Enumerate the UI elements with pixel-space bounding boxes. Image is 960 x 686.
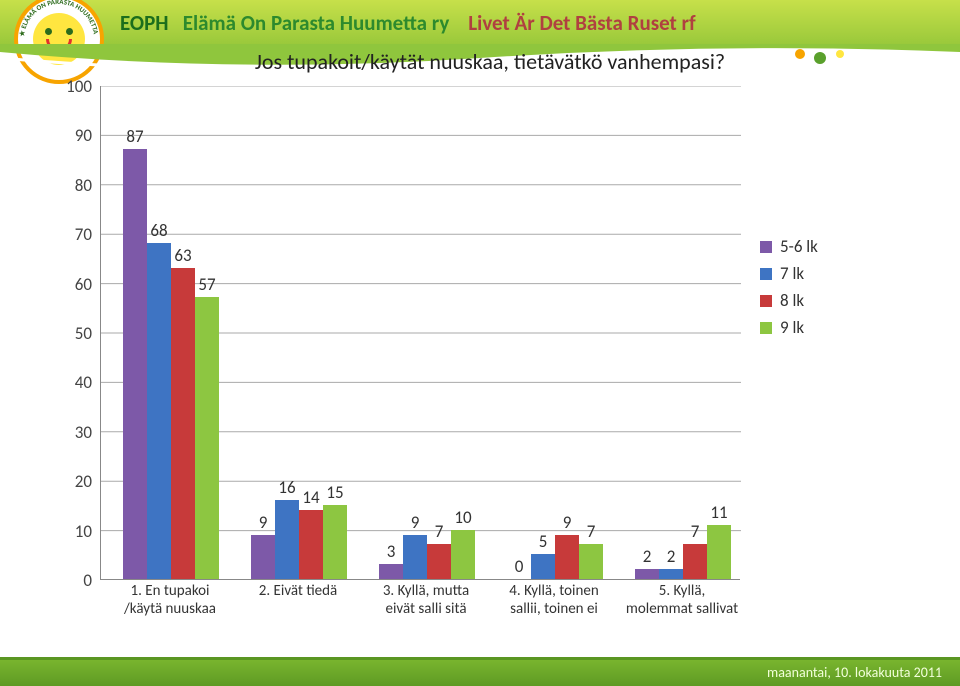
bar [379, 564, 403, 579]
legend-swatch [760, 322, 772, 334]
bar [635, 569, 659, 579]
category-label: 4. Kyllä, toinen sallii, toinen ei [496, 582, 612, 618]
logo-arc-text-icon: ★ ELÄMÄ ON PARASTA HUUMETTA ★ [14, 0, 104, 84]
legend-item: 9 lk [760, 317, 910, 338]
bar [251, 535, 275, 579]
bar [323, 505, 347, 579]
y-tick-label: 90 [40, 125, 92, 146]
bar-value-label: 63 [171, 245, 195, 266]
chart-title: Jos tupakoit/käytät nuuskaa, tietävätkö … [210, 48, 770, 75]
bar [427, 544, 451, 579]
bar [275, 500, 299, 579]
footer-band: maanantai, 10. lokakuuta 2011 [0, 660, 960, 686]
bar-value-label: 7 [683, 521, 707, 542]
y-tick-label: 60 [40, 274, 92, 295]
bar-value-label: 2 [659, 546, 683, 567]
y-tick-label: 40 [40, 372, 92, 393]
legend-swatch [760, 295, 772, 307]
y-tick-label: 30 [40, 422, 92, 443]
legend-label: 7 lk [780, 263, 804, 284]
bar-value-label: 9 [555, 512, 579, 533]
bar-value-label: 14 [299, 487, 323, 508]
category-label: 3. Kyllä, mutta eivät salli sitä [368, 582, 484, 618]
chart-plot-area: 87686357916141539710059722711 [100, 86, 740, 580]
bar [147, 243, 171, 579]
chart-legend: 5-6 lk 7 lk 8 lk 9 lk [760, 236, 910, 344]
bar-value-label: 7 [427, 521, 451, 542]
bar-value-label: 15 [323, 482, 347, 503]
header-band: ★ ELÄMÄ ON PARASTA HUUMETTA ★ EOPH Elämä… [0, 0, 960, 46]
y-tick-label: 20 [40, 471, 92, 492]
y-tick-label: 70 [40, 224, 92, 245]
bar-value-label: 10 [451, 507, 475, 528]
bar-value-label: 16 [275, 477, 299, 498]
y-tick-label: 10 [40, 521, 92, 542]
svg-text:★ ELÄMÄ ON PARASTA HUUMETTA ★: ★ ELÄMÄ ON PARASTA HUUMETTA ★ [14, 0, 101, 37]
y-tick-label: 80 [40, 175, 92, 196]
legend-label: 5-6 lk [780, 236, 818, 257]
bar-value-label: 3 [379, 541, 403, 562]
chart-container: Jos tupakoit/käytät nuuskaa, tietävätkö … [40, 76, 920, 636]
bar [555, 535, 579, 579]
bar [299, 510, 323, 579]
bar-value-label: 2 [635, 546, 659, 567]
bar-value-label: 87 [123, 126, 147, 147]
bar-value-label: 5 [531, 531, 555, 552]
legend-item: 5-6 lk [760, 236, 910, 257]
category-label: 1. En tupakoi /käytä nuuskaa [112, 582, 228, 618]
bar [403, 535, 427, 579]
bar-value-label: 9 [251, 512, 275, 533]
bar-value-label: 7 [579, 521, 603, 542]
header-fi: Elämä On Parasta Huumetta ry [183, 10, 450, 36]
x-axis-labels: 1. En tupakoi /käytä nuuskaa 2. Eivät tie… [100, 582, 740, 642]
category-label: 5. Kyllä, molemmat sallivat [624, 582, 740, 618]
y-tick-label: 100 [40, 76, 92, 97]
bar-value-label: 9 [403, 512, 427, 533]
bar-value-label: 11 [707, 502, 731, 523]
header-eoph: EOPH [120, 10, 169, 36]
legend-label: 9 lk [780, 317, 804, 338]
bar [659, 569, 683, 579]
bar-value-label: 68 [147, 220, 171, 241]
category-label: 2. Eivät tiedä [240, 582, 356, 600]
bar [531, 554, 555, 579]
bar-value-label: 0 [507, 556, 531, 577]
legend-swatch [760, 268, 772, 280]
y-tick-label: 50 [40, 323, 92, 344]
bar [683, 544, 707, 579]
legend-item: 8 lk [760, 290, 910, 311]
footer-date: maanantai, 10. lokakuuta 2011 [767, 664, 942, 681]
bar [195, 297, 219, 579]
bar [707, 525, 731, 579]
legend-swatch [760, 241, 772, 253]
bar [451, 530, 475, 579]
bar [579, 544, 603, 579]
y-tick-label: 0 [40, 570, 92, 591]
bar [123, 149, 147, 579]
header-sv: Livet Är Det Bästa Ruset rf [468, 10, 695, 36]
bar [171, 268, 195, 579]
header-title: EOPH Elämä On Parasta Huumetta ry Livet … [120, 10, 696, 36]
bar-value-label: 57 [195, 274, 219, 295]
legend-label: 8 lk [780, 290, 804, 311]
legend-item: 7 lk [760, 263, 910, 284]
